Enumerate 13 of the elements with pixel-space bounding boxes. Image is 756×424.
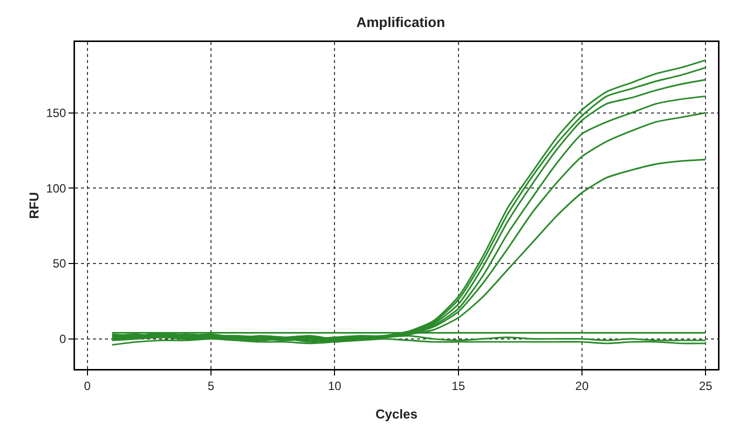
x-tick-label: 5 <box>208 378 215 393</box>
x-tick-label: 15 <box>452 378 466 393</box>
y-axis-title: RFU <box>26 192 42 219</box>
x-tick-label: 20 <box>575 378 589 393</box>
y-tick-label: 150 <box>46 106 66 120</box>
chart-title: Amplification <box>356 14 446 30</box>
y-tick-label: 0 <box>59 332 66 346</box>
y-tick-label: 50 <box>52 256 66 271</box>
x-axis-title: Cycles <box>376 406 418 422</box>
x-tick-label: 10 <box>328 378 342 393</box>
y-tick-label: 100 <box>46 181 66 196</box>
x-tick-label: 0 <box>84 378 92 393</box>
x-tick-label: 25 <box>698 378 713 393</box>
